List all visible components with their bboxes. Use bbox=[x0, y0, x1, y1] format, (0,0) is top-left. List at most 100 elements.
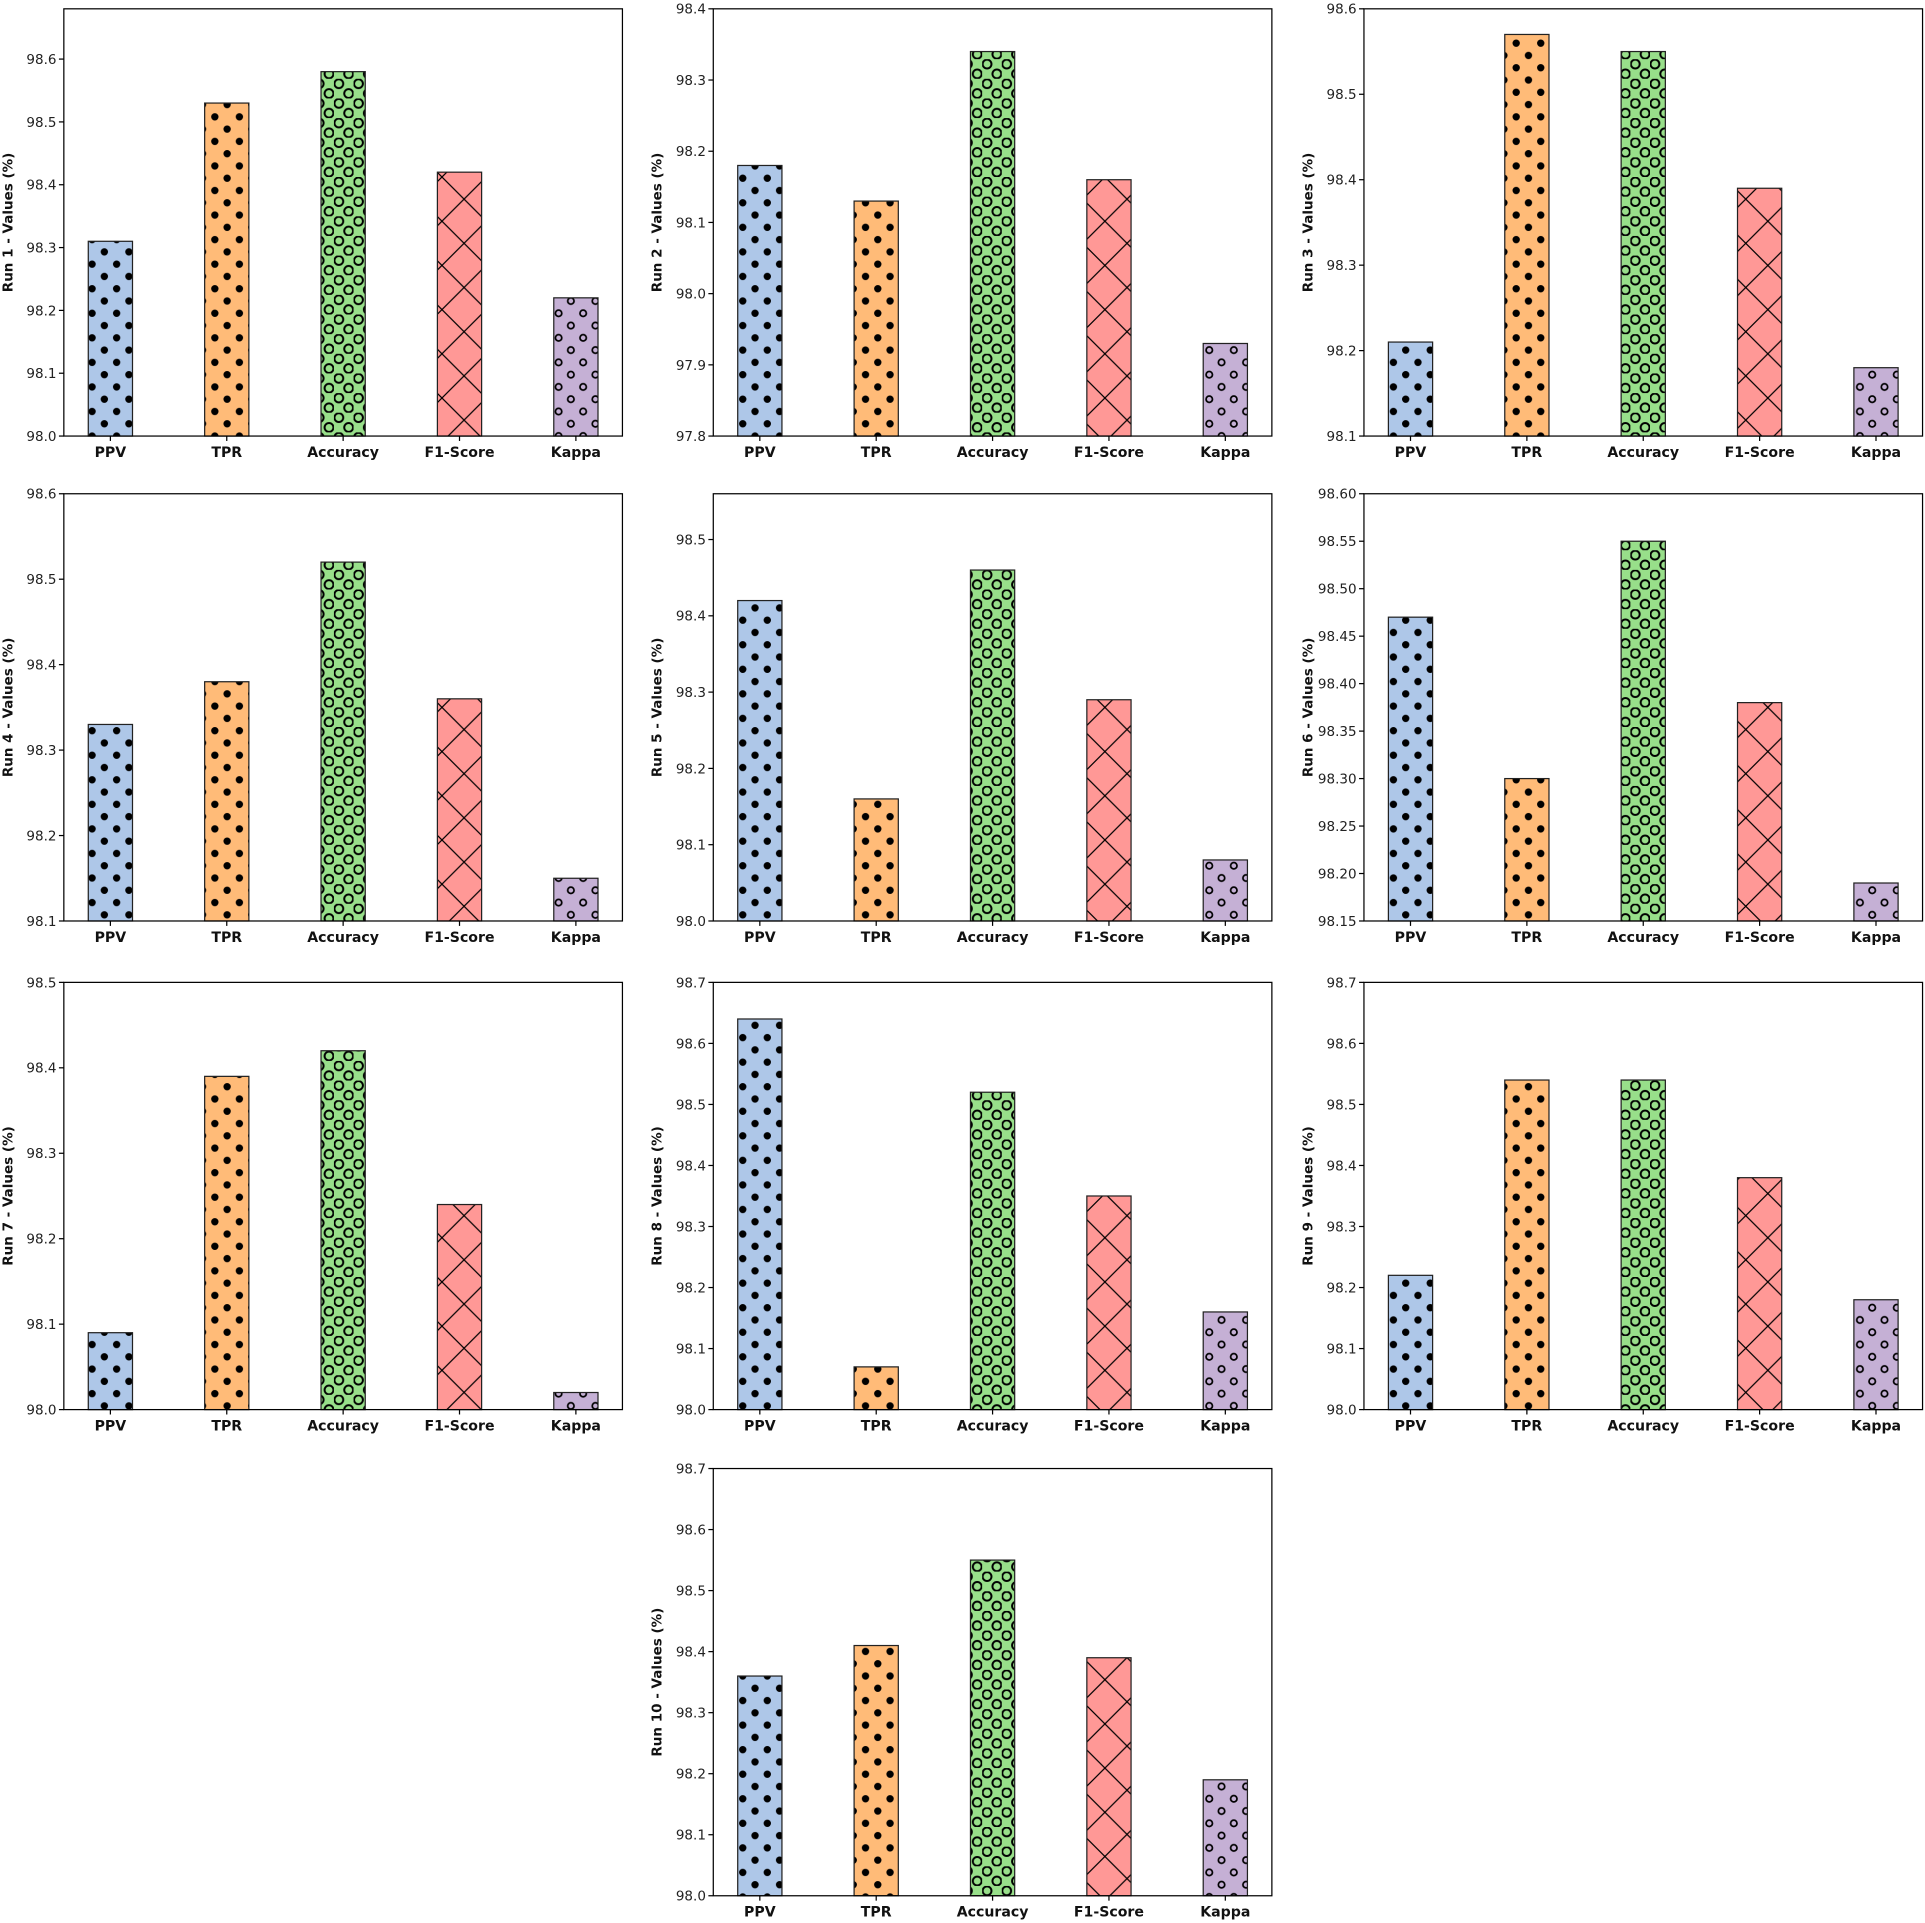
bar-hatch bbox=[436, 171, 483, 437]
x-tick-label: PPV bbox=[1395, 1418, 1427, 1434]
x-tick-label: PPV bbox=[1395, 445, 1427, 461]
y-tick-label: 98.5 bbox=[676, 532, 706, 548]
x-tick-label: Kappa bbox=[551, 930, 601, 946]
bar-accuracy bbox=[320, 71, 366, 437]
bar-hatch bbox=[1387, 1274, 1434, 1411]
subplot-run-3: PPV TPR Accuracy F1-Score Kappa 98.1 98.2 98.3 9… bbox=[1300, 2, 1924, 461]
x-tick-label: F1-Score bbox=[1074, 1418, 1144, 1434]
bar-hatch bbox=[320, 1050, 366, 1411]
bar-tpr bbox=[1504, 1079, 1550, 1411]
x-tick-label: PPV bbox=[744, 930, 776, 946]
x-tick-label: TPR bbox=[861, 445, 892, 461]
bar-hatch bbox=[1202, 859, 1249, 922]
x-tick-label: Accuracy bbox=[957, 1905, 1029, 1921]
y-tick-label: 98.60 bbox=[1318, 487, 1357, 503]
axes-frame bbox=[63, 493, 624, 922]
x-tick-label: Kappa bbox=[551, 1418, 601, 1434]
bar-f1-score bbox=[1086, 1195, 1132, 1411]
bar-accuracy bbox=[1620, 540, 1666, 922]
x-tick-label: Accuracy bbox=[1607, 445, 1679, 461]
y-axis-label: Run 4 - Values (%) bbox=[0, 638, 16, 778]
bar-ppv bbox=[1387, 616, 1434, 922]
y-tick-label: 98.5 bbox=[26, 115, 56, 131]
bar-hatch bbox=[1736, 702, 1783, 922]
y-tick-label: 98.3 bbox=[676, 73, 706, 89]
x-tick-label: TPR bbox=[211, 1418, 242, 1434]
subplot-run-10: PPV TPR Accuracy F1-Score Kappa 98.0 98.1 98.2 9… bbox=[650, 1461, 1273, 1921]
bar-hatch bbox=[320, 561, 366, 922]
bar-hatch bbox=[1202, 1311, 1249, 1411]
y-axis-label: Run 7 - Values (%) bbox=[0, 1126, 16, 1266]
y-tick-label: 98.2 bbox=[676, 1280, 706, 1296]
x-tick-label: Accuracy bbox=[957, 930, 1029, 946]
bar-tpr bbox=[853, 200, 899, 437]
bar-hatch bbox=[1504, 33, 1550, 437]
x-tick-label: TPR bbox=[861, 930, 892, 946]
bar-hatch bbox=[969, 50, 1016, 437]
bar-kappa bbox=[553, 1391, 599, 1411]
bar-tpr bbox=[204, 102, 250, 437]
y-tick-label: 98.7 bbox=[1327, 975, 1357, 991]
y-tick-label: 98.2 bbox=[676, 144, 706, 160]
x-tick-label: Accuracy bbox=[957, 1418, 1029, 1434]
bar-ppv bbox=[1387, 341, 1434, 437]
bar-tpr bbox=[853, 1644, 899, 1897]
bar-ppv bbox=[737, 164, 783, 437]
y-tick-label: 98.7 bbox=[676, 975, 706, 991]
y-tick-label: 98.6 bbox=[26, 487, 56, 503]
bar-hatch bbox=[737, 1675, 783, 1897]
x-tick-label: PPV bbox=[744, 445, 776, 461]
bar-f1-score bbox=[1736, 1177, 1783, 1411]
y-axis-label: Run 6 - Values (%) bbox=[1300, 638, 1316, 778]
x-tick-label: Kappa bbox=[1851, 930, 1901, 946]
x-tick-label: TPR bbox=[1511, 930, 1542, 946]
subplot-run-2: PPV TPR Accuracy F1-Score Kappa 97.8 97.9 98.0 9… bbox=[650, 2, 1273, 461]
bar-hatch bbox=[87, 723, 134, 922]
bar-accuracy bbox=[969, 50, 1016, 437]
y-tick-label: 98.0 bbox=[676, 287, 706, 303]
bar-f1-score bbox=[436, 1203, 483, 1411]
bar-hatch bbox=[1202, 1779, 1249, 1897]
y-tick-label: 98.5 bbox=[26, 572, 56, 588]
bar-accuracy bbox=[969, 1091, 1016, 1411]
bar-hatch bbox=[1736, 1177, 1783, 1411]
bar-tpr bbox=[204, 681, 250, 922]
y-tick-label: 98.6 bbox=[1327, 1036, 1357, 1052]
bar-hatch bbox=[87, 240, 134, 437]
y-tick-label: 98.5 bbox=[676, 1097, 706, 1113]
x-tick-label: F1-Score bbox=[1074, 930, 1144, 946]
bar-hatch bbox=[1086, 1657, 1132, 1897]
y-tick-label: 98.4 bbox=[1327, 173, 1357, 189]
x-tick-label: Accuracy bbox=[307, 1418, 379, 1434]
bar-f1-score bbox=[436, 698, 483, 922]
x-tick-label: F1-Score bbox=[424, 1418, 494, 1434]
y-tick-label: 98.4 bbox=[26, 178, 56, 194]
y-tick-label: 98.3 bbox=[676, 1706, 706, 1722]
y-tick-label: 98.25 bbox=[1318, 819, 1357, 835]
bar-tpr bbox=[1504, 777, 1550, 922]
y-tick-label: 98.0 bbox=[26, 1403, 56, 1419]
y-tick-label: 98.20 bbox=[1318, 866, 1357, 882]
axes-frame bbox=[712, 981, 1273, 1411]
bar-f1-score bbox=[1086, 1657, 1132, 1897]
bar-ppv bbox=[737, 1675, 783, 1897]
y-tick-label: 98.2 bbox=[676, 761, 706, 777]
x-tick-label: F1-Score bbox=[1725, 1418, 1795, 1434]
bar-hatch bbox=[1504, 777, 1550, 922]
y-axis-label: Run 10 - Values (%) bbox=[650, 1608, 666, 1757]
y-tick-label: 98.15 bbox=[1318, 914, 1357, 930]
y-axis-label: Run 9 - Values (%) bbox=[1300, 1126, 1316, 1266]
bar-ppv bbox=[737, 1018, 783, 1411]
y-axis-label: Run 1 - Values (%) bbox=[0, 153, 16, 293]
x-tick-label: Kappa bbox=[1851, 445, 1901, 461]
y-tick-label: 98.7 bbox=[676, 1461, 706, 1477]
subplot-run-6: PPV TPR Accuracy F1-Score Kappa 98.15 98.20 98.… bbox=[1300, 487, 1924, 946]
y-tick-label: 98.4 bbox=[676, 609, 706, 625]
y-tick-label: 98.1 bbox=[676, 215, 706, 231]
bar-f1-score bbox=[1086, 699, 1132, 922]
bar-hatch bbox=[969, 569, 1016, 922]
axes-frame bbox=[1363, 8, 1924, 437]
y-tick-label: 98.1 bbox=[1327, 429, 1357, 445]
axes-frame bbox=[1363, 981, 1924, 1411]
